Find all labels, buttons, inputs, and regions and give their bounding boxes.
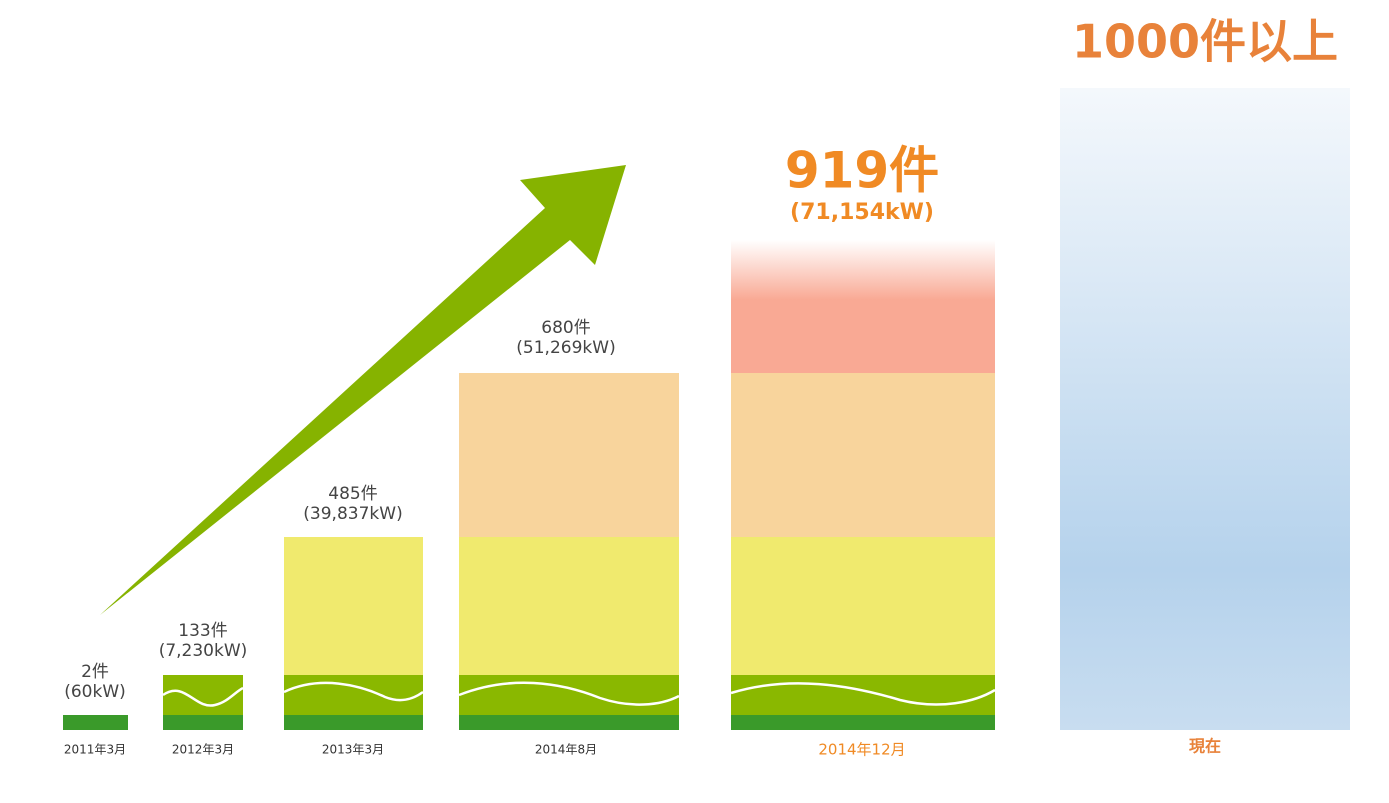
bar-layer bbox=[284, 715, 423, 730]
bar-layer bbox=[731, 537, 995, 675]
bar-layer bbox=[284, 675, 423, 715]
output-label: (51,269kW) bbox=[516, 338, 615, 358]
bar-group: 919件 (71,154kW) 2014年12月 bbox=[730, 142, 996, 759]
bar-layer bbox=[459, 373, 679, 537]
count-label: 133件 bbox=[178, 621, 227, 641]
count-label: 2件 bbox=[81, 662, 109, 682]
count-label: 919件 bbox=[785, 142, 939, 200]
bar-layer bbox=[163, 675, 243, 715]
bar-layer bbox=[163, 715, 243, 730]
wave bbox=[162, 686, 244, 707]
bar-layer bbox=[459, 675, 679, 715]
output-label: (71,154kW) bbox=[790, 200, 934, 225]
output-label: (7,230kW) bbox=[159, 641, 248, 661]
growth-arrow bbox=[100, 165, 626, 615]
wave bbox=[730, 682, 996, 706]
bar-group: 1000件以上 現在 bbox=[1060, 15, 1350, 756]
output-label: (60kW) bbox=[64, 682, 126, 702]
bar-layer bbox=[731, 675, 995, 715]
bar-layer bbox=[284, 537, 423, 675]
count-label: 1000件以上 bbox=[1072, 15, 1338, 69]
bar-layer bbox=[731, 715, 995, 730]
bar-layer bbox=[459, 715, 679, 730]
bar-layer bbox=[63, 715, 128, 730]
date-label: 2011年3月 bbox=[64, 743, 126, 757]
bar-layer bbox=[731, 240, 995, 373]
bar-group: 485件 (39,837kW) 2013年3月 bbox=[283, 484, 424, 757]
date-label: 現在 bbox=[1189, 737, 1221, 756]
bar-layer bbox=[731, 373, 995, 537]
bar-group: 133件 (7,230kW) 2012年3月 bbox=[159, 621, 248, 757]
bar-layer bbox=[459, 537, 679, 675]
date-label: 2012年3月 bbox=[172, 743, 234, 757]
date-label: 2013年3月 bbox=[322, 743, 384, 757]
count-label: 485件 bbox=[328, 484, 377, 504]
output-label: (39,837kW) bbox=[303, 504, 402, 524]
wave bbox=[283, 681, 424, 702]
bar-group: 2件 (60kW) 2011年3月 bbox=[63, 662, 128, 757]
bar-layer bbox=[1060, 88, 1350, 730]
date-label: 2014年8月 bbox=[535, 743, 597, 757]
count-label: 680件 bbox=[541, 318, 590, 338]
date-label: 2014年12月 bbox=[818, 741, 905, 759]
wave bbox=[458, 681, 680, 706]
bar-group: 680件 (51,269kW) 2014年8月 bbox=[458, 318, 680, 757]
